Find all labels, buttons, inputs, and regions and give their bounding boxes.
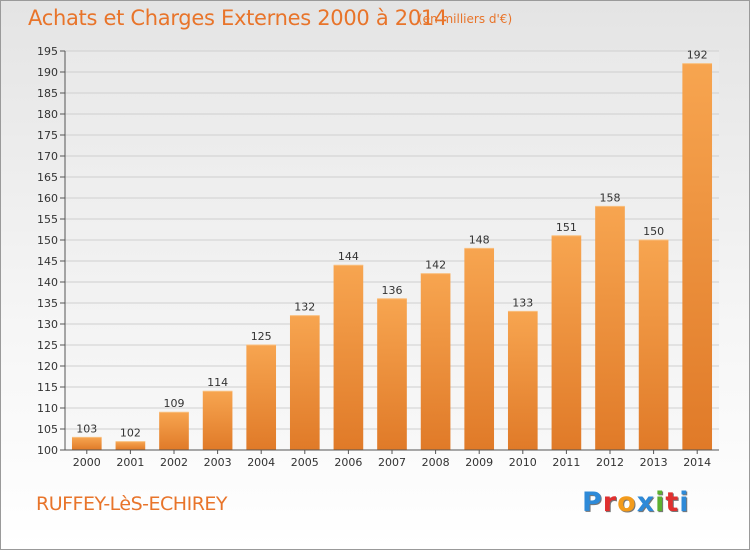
x-tick-label-2006: 2006 <box>334 456 362 469</box>
y-tick-label: 165 <box>37 171 58 184</box>
y-tick-label: 105 <box>37 423 58 436</box>
x-tick-label-2014: 2014 <box>683 456 711 469</box>
y-tick-label: 120 <box>37 360 58 373</box>
y-tick-label: 190 <box>37 66 58 79</box>
y-tick-label: 150 <box>37 234 58 247</box>
bars <box>71 63 713 450</box>
x-tick-label-2009: 2009 <box>465 456 493 469</box>
y-tick-label: 160 <box>37 192 58 205</box>
value-label-2014: 192 <box>687 49 708 62</box>
x-tick-label-2004: 2004 <box>247 456 275 469</box>
y-tick-label: 115 <box>37 381 58 394</box>
x-tick-label-2003: 2003 <box>204 456 232 469</box>
y-tick-label: 185 <box>37 87 58 100</box>
bar-2005 <box>289 315 320 450</box>
value-label-2010: 133 <box>512 296 533 309</box>
bar-2012 <box>595 206 625 450</box>
y-tick-label: 175 <box>37 129 58 142</box>
bar-2001 <box>115 441 146 450</box>
y-tick-label: 135 <box>37 297 58 310</box>
logo-letter: i <box>655 487 666 518</box>
value-labels: 103 102 109 114 125 132 144 136 142 148 133 151 158 1… <box>76 49 707 440</box>
x-tick-label-2005: 2005 <box>291 456 319 469</box>
logo-letter: t <box>665 487 680 518</box>
bar-2010 <box>507 311 538 450</box>
y-tick-label: 140 <box>37 276 58 289</box>
y-tick-label: 180 <box>37 108 58 121</box>
commune-name: RUFFEY-LèS-ECHIREY <box>36 493 228 515</box>
y-tick-label: 125 <box>37 339 58 352</box>
y-tick-label: 145 <box>37 255 58 268</box>
logo-letter: i <box>679 487 690 518</box>
value-label-2009: 148 <box>469 233 490 246</box>
bar-2014 <box>682 63 713 450</box>
proxiti-logo: Proxiti <box>582 487 690 518</box>
value-label-2013: 150 <box>643 225 664 238</box>
x-tick-label-2013: 2013 <box>640 456 668 469</box>
bar-2003 <box>202 391 233 450</box>
x-tick-label-2002: 2002 <box>160 456 188 469</box>
y-tick-label: 110 <box>37 402 58 415</box>
value-label-2012: 158 <box>600 191 621 204</box>
value-label-2007: 136 <box>382 284 403 297</box>
x-tick-label-2008: 2008 <box>422 456 450 469</box>
bar-2000 <box>71 437 102 450</box>
logo-letter: x <box>636 487 656 518</box>
value-label-2005: 132 <box>294 301 315 314</box>
value-label-2000: 103 <box>76 422 97 435</box>
bar-2013 <box>638 240 669 450</box>
chart-unit: (en milliers d'€) <box>418 12 513 26</box>
bar-2011 <box>551 235 582 450</box>
value-label-2003: 114 <box>207 376 228 389</box>
value-label-2011: 151 <box>556 221 577 234</box>
x-tick-label-2007: 2007 <box>378 456 406 469</box>
x-tick-label-2011: 2011 <box>552 456 580 469</box>
value-label-2002: 109 <box>164 397 185 410</box>
logo-letter: o <box>617 487 637 518</box>
x-tick-label-2010: 2010 <box>509 456 537 469</box>
y-tick-label: 130 <box>37 318 58 331</box>
logo-letter: r <box>602 487 618 518</box>
y-tick-label: 195 <box>37 45 58 58</box>
x-axis-ticks: 2000 2001 2002 2003 2004 2005 2006 2007 2008 2009… <box>73 450 711 469</box>
x-tick-label-2000: 2000 <box>73 456 101 469</box>
value-label-2001: 102 <box>120 427 141 440</box>
bar-2009 <box>464 248 495 450</box>
y-tick-label: 100 <box>37 444 58 457</box>
y-tick-label: 170 <box>37 150 58 163</box>
bar-2006 <box>333 265 364 450</box>
value-label-2004: 125 <box>251 330 272 343</box>
bar-2004 <box>246 345 277 450</box>
bar-2002 <box>159 412 189 450</box>
y-tick-label: 155 <box>37 213 58 226</box>
bar-2008 <box>420 273 451 450</box>
x-tick-label-2012: 2012 <box>596 456 624 469</box>
value-label-2006: 144 <box>338 250 359 263</box>
chart-title: Achats et Charges Externes 2000 à 2014 <box>28 6 448 30</box>
bar-2007 <box>377 298 407 450</box>
value-label-2008: 142 <box>425 259 446 272</box>
x-tick-label-2001: 2001 <box>116 456 144 469</box>
y-axis-ticks: 100 105 110 115 120 125 130 135 140 145 150 155 160 1… <box>37 45 65 457</box>
logo-letter: P <box>582 487 603 518</box>
